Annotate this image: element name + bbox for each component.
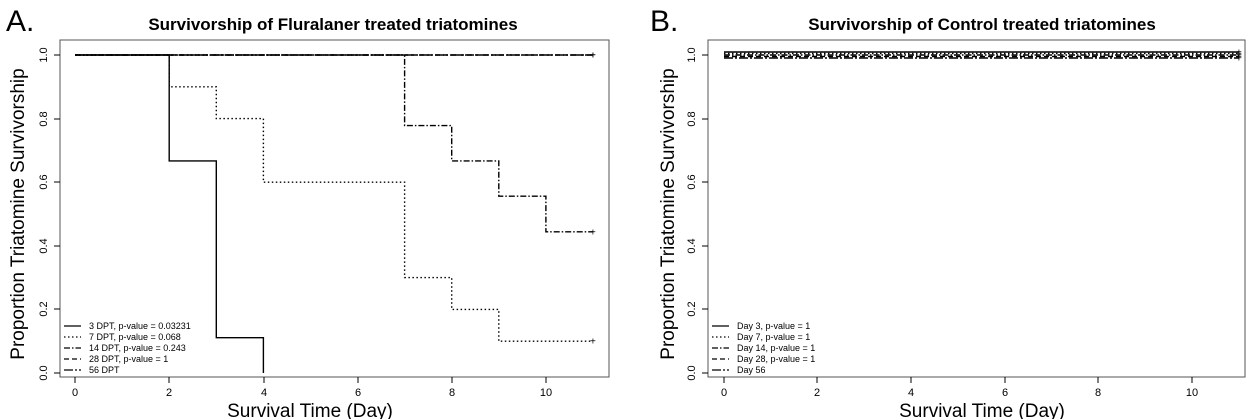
panel-b-y-tick-label: 0.4 (686, 238, 698, 253)
legend-label: Day 7, p-value = 1 (737, 332, 810, 342)
panel-b-y-axis-title: Proportion Triatomine Survivorship (658, 68, 679, 359)
panel-a-letter: A. (6, 5, 34, 38)
panel-a-y-tick-label: 0.6 (38, 174, 50, 189)
panel-b-x-axis-title: Survival Time (Day) (899, 401, 1065, 419)
panel-a-series-line-2 (75, 54, 593, 342)
legend-label: 14 DPT, p-value = 0.243 (89, 343, 186, 353)
panel-a-y-tick-label: 0.0 (38, 365, 50, 380)
panel-b-series-group: +++++ (724, 48, 1242, 65)
legend-label: Day 28, p-value = 1 (737, 354, 815, 364)
panel-a-censor-mark: + (590, 51, 596, 62)
panel-b-y-tick-label: 0.6 (686, 174, 698, 189)
panel-a-legend: 3 DPT, p-value = 0.03231 7 DPT, p-value … (64, 321, 191, 375)
panel-a-y-tick-label: 1.0 (38, 47, 50, 62)
panel-a-series-line-3 (75, 54, 593, 233)
panel-b: B. Survivorship of Control treated triat… (650, 5, 1246, 419)
panel-a-y-ticks: 0.0 0.2 0.4 0.6 0.8 1.0 (38, 47, 60, 381)
panel-a-plot-frame (59, 39, 610, 378)
panel-b-x-tick-label: 8 (1095, 387, 1101, 399)
panel-b-title: Survivorship of Control treated triatomi… (808, 15, 1156, 34)
legend-label: Day 14, p-value = 1 (737, 343, 815, 353)
panel-b-legend: Day 3, p-value = 1 Day 7, p-value = 1 Da… (712, 321, 815, 375)
panel-b-plot-frame (707, 39, 1246, 378)
panel-a-censor-mark: + (590, 337, 596, 348)
panel-a-y-tick-label: 0.8 (38, 111, 50, 126)
panel-a-x-tick-label: 0 (72, 387, 78, 399)
legend-label: 56 DPT (89, 365, 120, 375)
panel-a-title: Survivorship of Fluralaner treated triat… (148, 15, 517, 34)
panel-a-censor-mark: + (590, 51, 596, 62)
legend-label: Day 3, p-value = 1 (737, 321, 810, 331)
legend-label: 7 DPT, p-value = 0.068 (89, 332, 181, 342)
panel-b-x-tick-label: 10 (1186, 387, 1198, 399)
panel-b-y-tick-label: 0.0 (686, 365, 698, 380)
panel-a-x-axis-title: Survival Time (Day) (227, 401, 393, 419)
panel-b-censor-mark: + (1236, 48, 1242, 59)
panel-b-y-tick-label: 1.0 (686, 47, 698, 62)
panel-a-x-tick-label: 8 (449, 387, 455, 399)
panel-a-censor-mark: + (590, 227, 596, 238)
panel-b-x-tick-label: 6 (1002, 387, 1008, 399)
panel-a-x-tick-label: 10 (540, 387, 552, 399)
panel-b-letter: B. (650, 5, 678, 38)
panel-a-y-axis-title: Proportion Triatomine Survivorship (8, 68, 29, 359)
legend-label: Day 56 (737, 365, 766, 375)
panel-b-x-ticks: 0 2 4 6 8 10 (721, 377, 1198, 399)
panel-b-x-tick-label: 2 (814, 387, 820, 399)
panel-a-x-tick-label: 2 (166, 387, 172, 399)
panel-a-x-tick-label: 6 (355, 387, 361, 399)
panel-b-censor-mark: + (1236, 54, 1242, 65)
panel-a-y-tick-label: 0.4 (38, 238, 50, 253)
legend-label: 28 DPT, p-value = 1 (89, 354, 168, 364)
panel-b-y-tick-label: 0.8 (686, 111, 698, 126)
panel-a-y-tick-label: 0.2 (38, 301, 50, 316)
legend-label: 3 DPT, p-value = 0.03231 (89, 321, 191, 331)
panel-a-x-ticks: 0 2 4 6 8 10 (72, 377, 552, 399)
panel-a-series-group: ++++ (75, 51, 596, 373)
panel-b-x-tick-label: 0 (721, 387, 727, 399)
panel-b-x-tick-label: 4 (908, 387, 914, 399)
panel-a: A. Survivorship of Fluralaner treated tr… (6, 5, 610, 419)
panel-b-y-tick-label: 0.2 (686, 301, 698, 316)
panel-a-x-tick-label: 4 (261, 387, 267, 399)
panel-b-y-ticks: 0.0 0.2 0.4 0.6 0.8 1.0 (686, 47, 708, 381)
